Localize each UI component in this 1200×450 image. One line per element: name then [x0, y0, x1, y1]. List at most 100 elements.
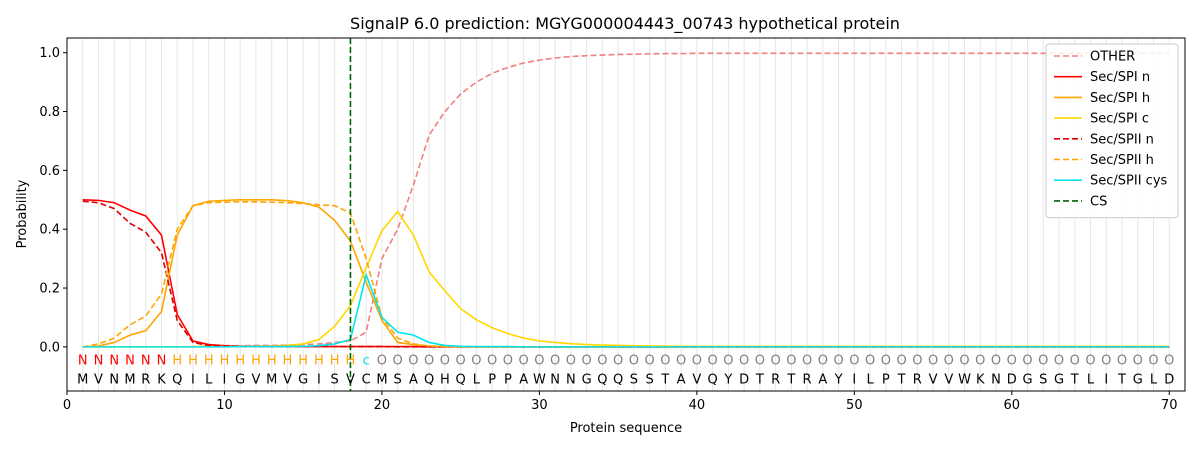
y-axis-ticks: 0.0 0.2 0.4 0.6 0.8 1.0 — [39, 46, 67, 355]
x-tick-label: 50 — [846, 398, 863, 413]
region-label: O — [1054, 354, 1064, 369]
region-label: O — [377, 354, 387, 369]
residue-label: G — [1133, 373, 1143, 388]
residue-label: R — [141, 373, 150, 388]
residue-label: Q — [424, 373, 434, 388]
region-label: O — [692, 354, 702, 369]
region-label: O — [424, 354, 434, 369]
region-label: O — [645, 354, 655, 369]
region-label: O — [660, 354, 670, 369]
y-tick-label: 1.0 — [39, 46, 60, 61]
region-label: O — [550, 354, 560, 369]
residue-label: N — [566, 373, 576, 388]
y-tick-label: 0.6 — [39, 164, 60, 179]
residue-label: V — [346, 373, 355, 388]
residue-label: V — [94, 373, 103, 388]
region-label: O — [613, 354, 623, 369]
legend-label: Sec/SPI c — [1090, 112, 1149, 127]
region-label: O — [928, 354, 938, 369]
legend-label: Sec/SPII h — [1090, 153, 1154, 168]
residue-label: W — [958, 373, 971, 388]
residue-label: G — [235, 373, 245, 388]
residue-label: N — [109, 373, 119, 388]
residue-label: A — [818, 373, 827, 388]
residue-label: G — [298, 373, 308, 388]
region-label: O — [1101, 354, 1111, 369]
residue-label: H — [440, 373, 450, 388]
residue-label: N — [991, 373, 1001, 388]
region-label: O — [676, 354, 686, 369]
residue-label: G — [1022, 373, 1032, 388]
region-label: H — [267, 354, 277, 369]
y-tick-label: 0.4 — [39, 223, 60, 238]
legend-label: Sec/SPI n — [1090, 70, 1150, 85]
residue-label: T — [660, 373, 669, 388]
region-label: O — [833, 354, 843, 369]
legend-label: Sec/SPI h — [1090, 91, 1150, 106]
region-label: O — [566, 354, 576, 369]
residue-label: M — [266, 373, 277, 388]
chart-title: SignalP 6.0 prediction: MGYG000004443_00… — [350, 14, 900, 34]
region-label: O — [975, 354, 985, 369]
residue-label: Q — [613, 373, 623, 388]
residue-label: D — [1007, 373, 1017, 388]
region-label: O — [471, 354, 481, 369]
region-label: N — [125, 354, 135, 369]
residue-label: I — [1104, 373, 1108, 388]
legend: OTHER Sec/SPI n Sec/SPI h Sec/SPI c Sec/SPII… — [1045, 43, 1179, 219]
residue-label: A — [409, 373, 418, 388]
region-label: H — [172, 354, 182, 369]
region-label: O — [1038, 354, 1048, 369]
series-line — [82, 210, 1170, 348]
residue-label: D — [1164, 373, 1174, 388]
region-label: N — [109, 354, 119, 369]
region-label: O — [1117, 354, 1127, 369]
region-label: H — [188, 354, 198, 369]
residue-label: S — [645, 373, 653, 388]
region-label: O — [1070, 354, 1080, 369]
region-label: O — [534, 354, 544, 369]
region-label: O — [408, 354, 418, 369]
residue-label: A — [519, 373, 528, 388]
region-label: H — [298, 354, 308, 369]
region-label: O — [1022, 354, 1032, 369]
residue-label: T — [755, 373, 764, 388]
residue-label: K — [157, 373, 166, 388]
region-label: O — [1164, 354, 1174, 369]
grid-lines — [82, 38, 1170, 391]
residue-label: L — [1087, 373, 1095, 388]
residue-label: C — [362, 373, 371, 388]
x-tick-label: 70 — [1161, 398, 1178, 413]
region-label: O — [770, 354, 780, 369]
series-line — [82, 198, 1170, 348]
residue-label: S — [331, 373, 339, 388]
series-line — [82, 200, 1170, 348]
y-tick-label: 0.2 — [39, 282, 60, 297]
x-axis-ticks: 0 10 20 30 40 50 60 70 — [63, 391, 1178, 413]
legend-label: Sec/SPII cys — [1090, 174, 1168, 189]
region-label: O — [755, 354, 765, 369]
region-label: O — [1085, 354, 1095, 369]
residue-label: T — [786, 373, 795, 388]
region-label: O — [818, 354, 828, 369]
region-label: O — [944, 354, 954, 369]
residue-label: V — [944, 373, 953, 388]
residue-label: A — [677, 373, 686, 388]
residue-label: Q — [456, 373, 466, 388]
x-tick-label: 0 — [63, 398, 71, 413]
residue-label: T — [1070, 373, 1079, 388]
residue-label: Y — [723, 373, 732, 388]
x-tick-label: 20 — [374, 398, 391, 413]
residue-label: M — [124, 373, 135, 388]
region-label: O — [786, 354, 796, 369]
series-line — [82, 201, 1170, 348]
region-label: O — [707, 354, 717, 369]
region-label: O — [739, 354, 749, 369]
region-label: H — [204, 354, 214, 369]
residue-label: V — [692, 373, 701, 388]
region-label: O — [896, 354, 906, 369]
region-label: O — [582, 354, 592, 369]
region-label: O — [959, 354, 969, 369]
residue-label: Q — [597, 373, 607, 388]
residue-label: N — [550, 373, 560, 388]
